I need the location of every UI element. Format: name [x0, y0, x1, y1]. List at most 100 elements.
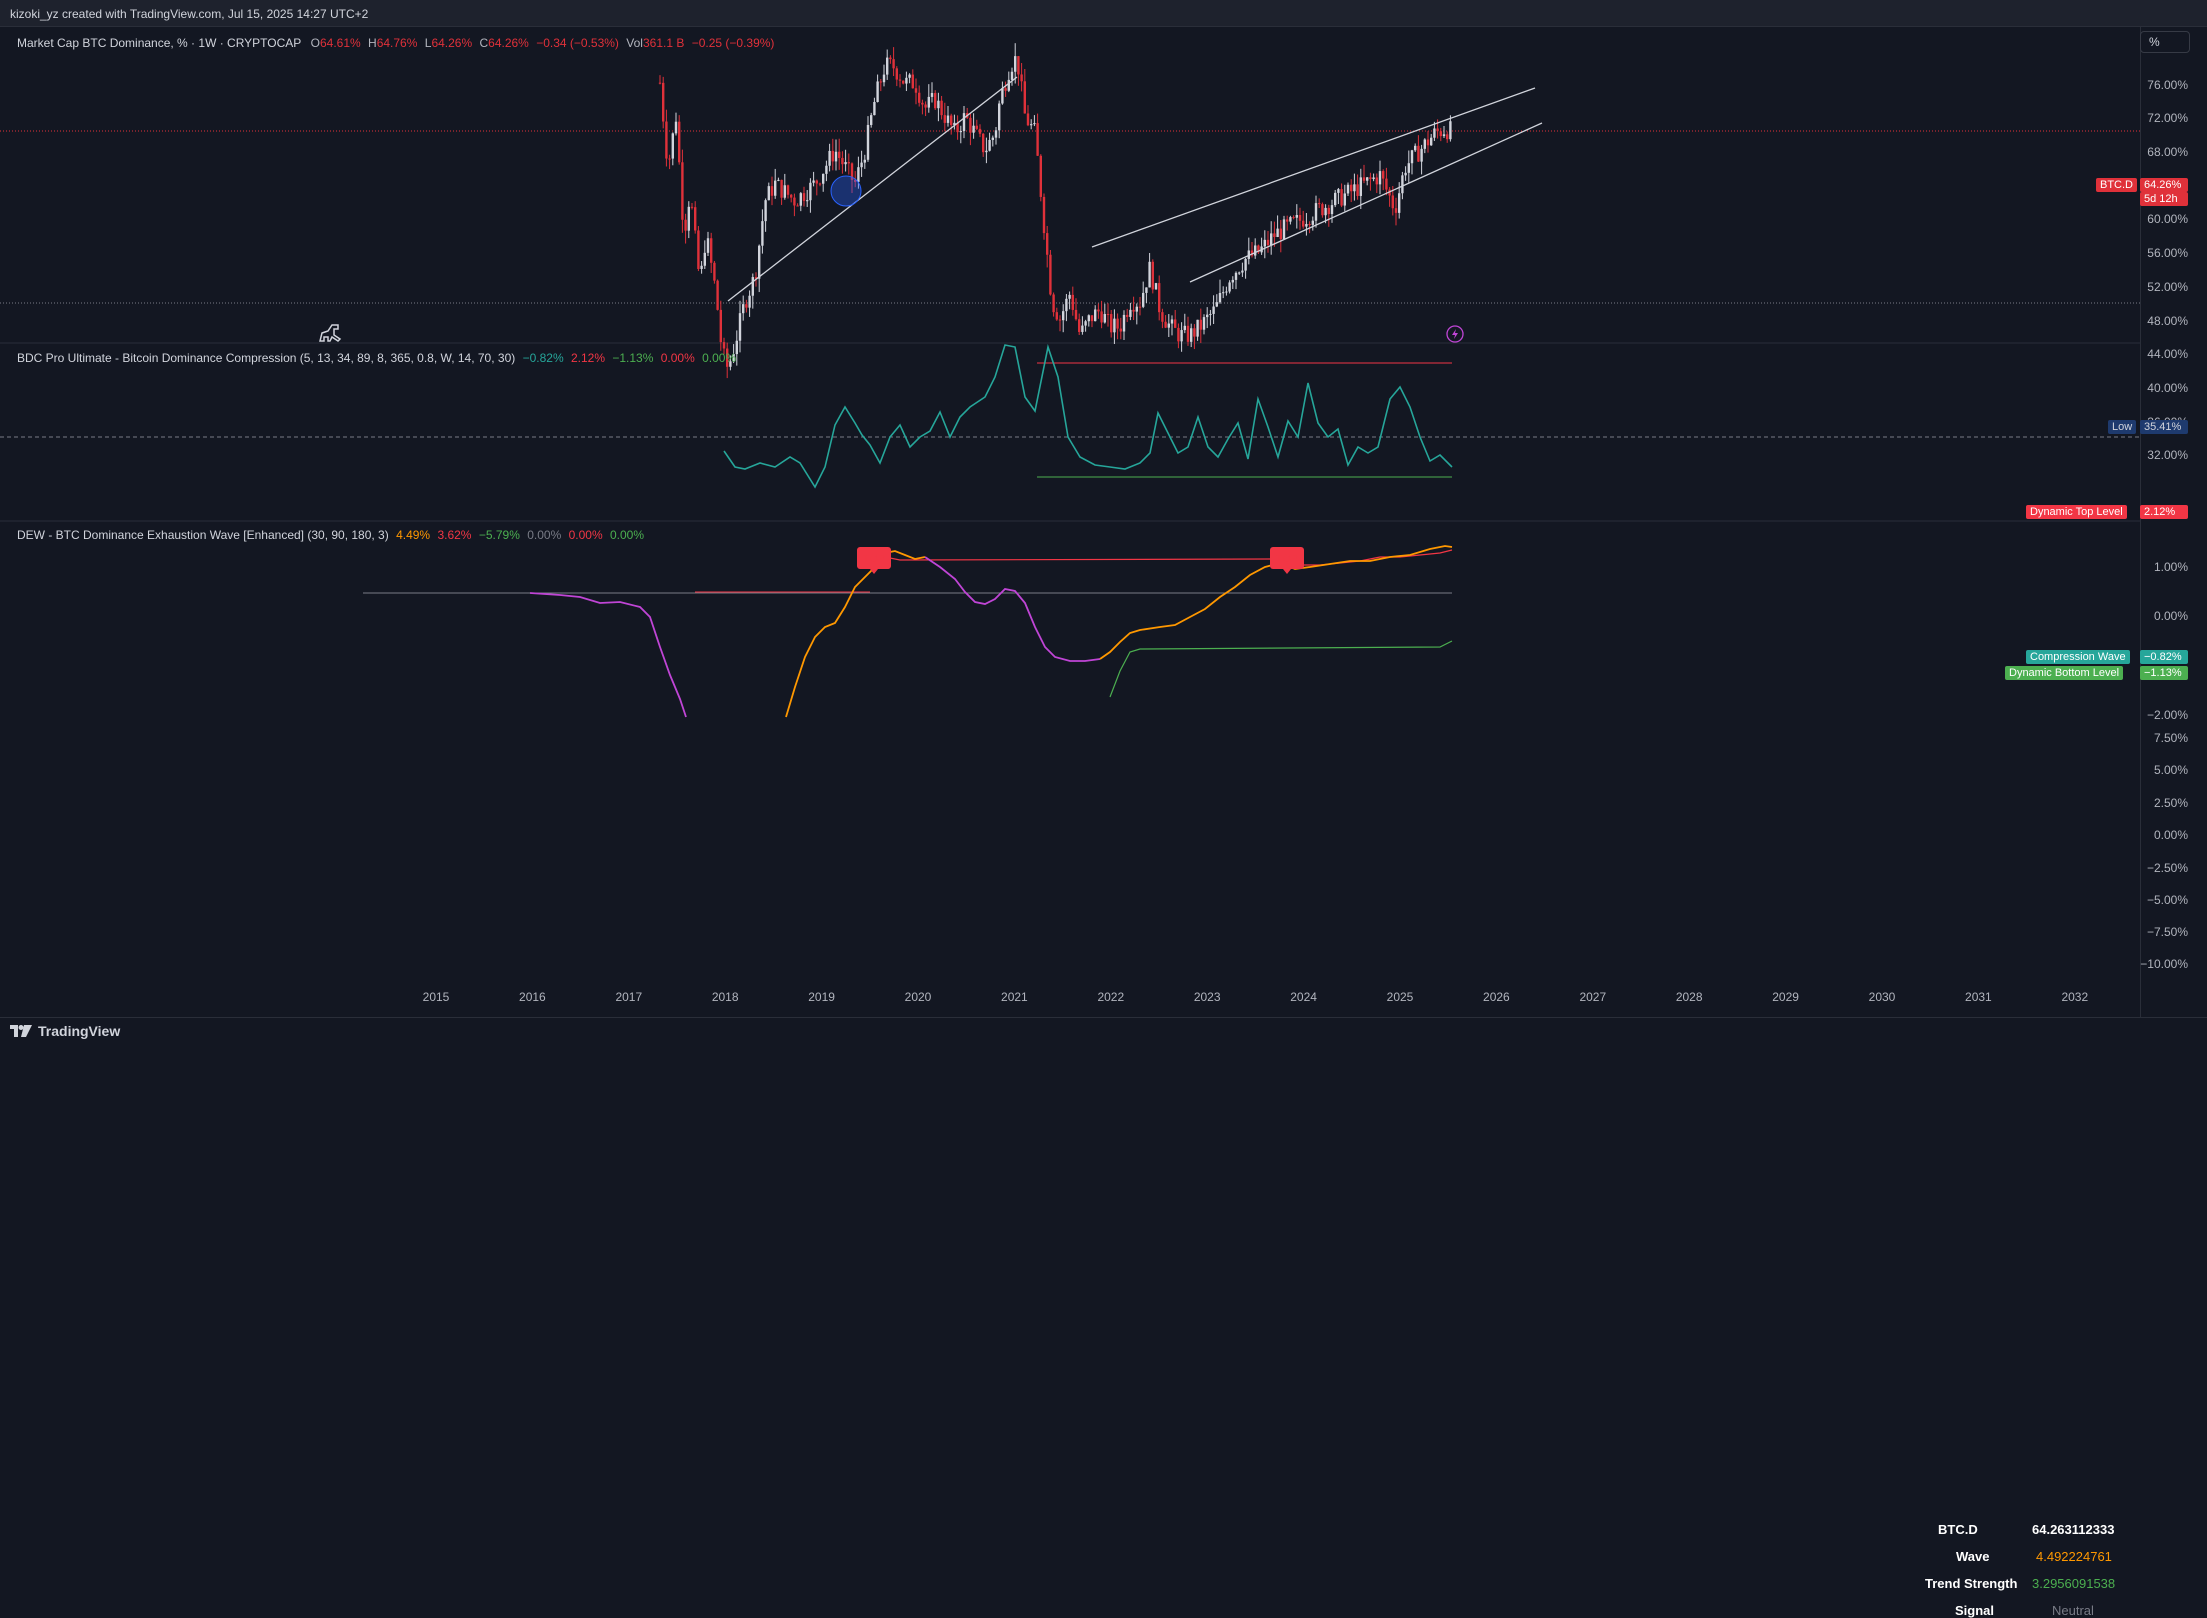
channel-lower-line[interactable] [1189, 122, 1543, 283]
bdc-legend[interactable]: BDC Pro Ultimate - Bitcoin Dominance Com… [17, 351, 740, 365]
candle-body [796, 205, 799, 207]
dew-value-6: 0.00% [609, 528, 644, 542]
volume-label: Vol [626, 36, 643, 50]
candle-body [889, 57, 892, 60]
candle-body [975, 125, 978, 129]
candle-body [1276, 228, 1279, 237]
candle-body [1122, 314, 1126, 332]
percent-scale-button[interactable]: % [2140, 31, 2190, 53]
candle-body [706, 238, 710, 253]
dew-value-signal: 3.62% [437, 528, 472, 542]
candle-body [1302, 220, 1305, 227]
axis-tick-label: −5.00% [2146, 893, 2188, 907]
year-tick: 2018 [711, 990, 739, 1004]
candle-body [1212, 306, 1215, 314]
channel-upper-line[interactable] [1091, 87, 1536, 248]
candle-body [1135, 306, 1138, 312]
candle-body [882, 74, 886, 83]
candle-body [1007, 79, 1010, 91]
candle-body [1106, 314, 1110, 316]
trendline-2018-2021[interactable] [727, 76, 1018, 302]
chart-area[interactable]: TOP TOP Market Cap BTC Dominance, % · 1W… [0, 27, 2140, 1618]
candle-body [799, 193, 802, 206]
year-tick: 2026 [1483, 990, 1510, 1004]
candle-body [722, 342, 726, 349]
candle-body [735, 340, 738, 355]
bdc-wave-value: −0.82% [2140, 650, 2188, 664]
top-marker-2023[interactable]: TOP [1270, 547, 1304, 574]
axis-tick-label: 60.00% [2147, 212, 2188, 226]
candle-body [1420, 148, 1423, 162]
candle-body [687, 206, 690, 231]
candle-body [1062, 311, 1065, 321]
candle-body [1206, 314, 1209, 318]
table-label-trend: Trend Strength [1925, 1576, 2018, 1591]
top-marker-label: TOP [863, 553, 885, 565]
candle-body [1023, 81, 1026, 114]
bdc-value-wave: −0.82% [522, 351, 564, 365]
highlight-circle[interactable] [830, 175, 862, 207]
volume-change: −0.25 (−0.39%) [691, 36, 775, 50]
candle-body [681, 162, 684, 220]
candle-body [1404, 172, 1407, 176]
candle-body [1362, 177, 1366, 181]
candle-body [918, 92, 921, 103]
axis-tick-label: 5.00% [2153, 763, 2188, 777]
candle-body [1244, 258, 1247, 271]
candle-body [668, 158, 671, 160]
table-label-wave: Wave [1956, 1549, 1990, 1564]
candle-body [716, 280, 719, 310]
candle-body [1372, 177, 1375, 180]
candle-body [1170, 319, 1174, 324]
year-tick: 2030 [1868, 990, 1896, 1004]
candle-body [802, 193, 806, 201]
axis-tick-label: 56.00% [2147, 246, 2188, 260]
bdc-bottom-level-value: −1.13% [2140, 666, 2188, 680]
candle-body [1017, 56, 1020, 75]
bdc-wave-label: Compression Wave [2026, 650, 2130, 664]
candle-body [866, 124, 870, 160]
candle-body [1426, 139, 1430, 146]
axis-tick-label: −2.50% [2146, 861, 2188, 875]
close-value: 64.26% [488, 36, 529, 50]
dew-legend[interactable]: DEW - BTC Dominance Exhaustion Wave [Enh… [17, 528, 648, 542]
low-label-badge: Low [2108, 420, 2137, 434]
candle-body [1298, 215, 1302, 221]
candle-body [1410, 150, 1414, 164]
lightning-icon[interactable] [1446, 325, 1464, 343]
candle-body [1161, 312, 1164, 322]
candle-body [751, 277, 754, 296]
year-tick: 2017 [615, 990, 643, 1004]
candle-body [738, 313, 742, 341]
chart-canvas[interactable]: TOP TOP [0, 27, 2140, 1017]
dew-value-4: 0.00% [527, 528, 562, 542]
candle-body [1119, 328, 1122, 332]
candle-body [1282, 219, 1286, 240]
dew-bottom-line [1109, 640, 1453, 698]
candle-body [902, 80, 905, 84]
current-price-badge: 64.26% [2140, 178, 2188, 192]
candle-body [1164, 321, 1167, 328]
candle-body [1039, 155, 1042, 197]
candle-body [1094, 309, 1097, 322]
candle-body [1052, 294, 1055, 313]
candle-body [1436, 128, 1439, 132]
candle-body [905, 77, 908, 84]
candle-body [831, 150, 834, 162]
main-legend[interactable]: Market Cap BTC Dominance, % · 1W · CRYPT… [17, 36, 778, 50]
candle-body [671, 133, 674, 159]
candle-body [1385, 178, 1388, 190]
candle-body [1222, 292, 1225, 294]
dew-value-5: 0.00% [568, 528, 603, 542]
candle-body [1084, 321, 1087, 326]
top-marker-2019[interactable]: TOP [857, 547, 891, 574]
candle-body [863, 159, 866, 163]
year-tick: 2022 [1097, 990, 1125, 1004]
candle-body [930, 93, 934, 97]
tradingview-logo[interactable]: TradingView [10, 1023, 120, 1039]
candle-body [748, 295, 751, 308]
candle-body [950, 115, 953, 126]
candle-body [1423, 139, 1426, 149]
candle-body [1055, 312, 1058, 320]
countdown-badge: 5d 12h [2140, 192, 2188, 206]
